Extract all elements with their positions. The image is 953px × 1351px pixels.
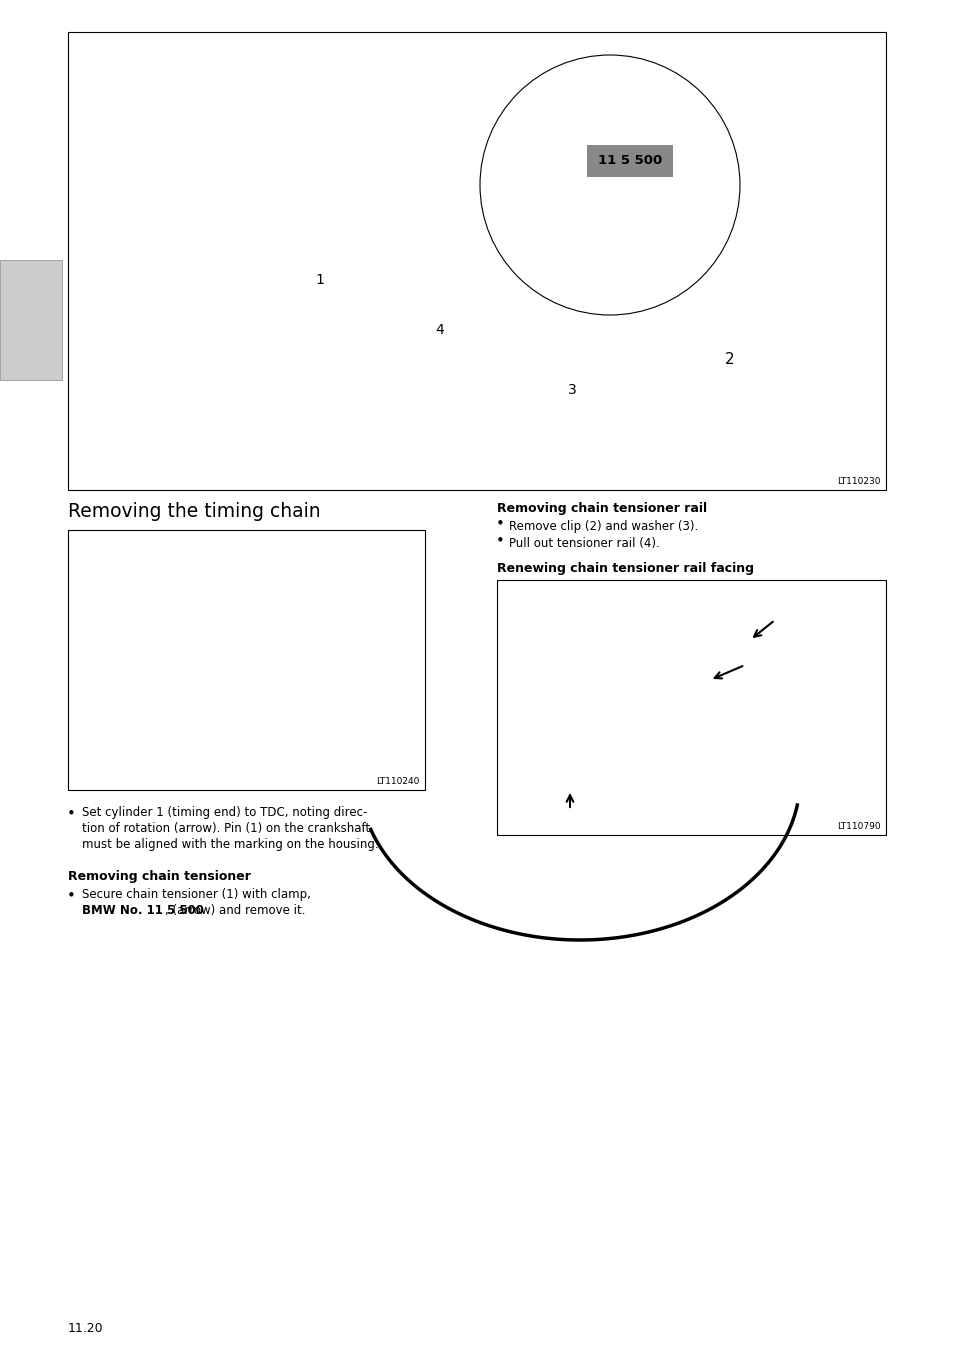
Text: Renewing chain tensioner rail facing: Renewing chain tensioner rail facing — [497, 562, 753, 576]
Text: 11 5 500: 11 5 500 — [598, 154, 661, 168]
Text: 11.20: 11.20 — [68, 1323, 104, 1335]
Text: LT110790: LT110790 — [837, 821, 880, 831]
Bar — [0, 259, 62, 380]
Bar — [68, 32, 885, 1320]
Text: Remove clip (2) and washer (3).: Remove clip (2) and washer (3). — [509, 520, 698, 534]
Text: , (arrow) and remove it.: , (arrow) and remove it. — [165, 904, 305, 917]
Text: ●: ● — [497, 536, 502, 542]
Text: 3: 3 — [567, 382, 576, 397]
Text: tion of rotation (arrow). Pin (1) on the crankshaft: tion of rotation (arrow). Pin (1) on the… — [82, 821, 370, 835]
Bar — [68, 530, 424, 790]
Text: Removing chain tensioner rail: Removing chain tensioner rail — [497, 503, 706, 515]
Bar — [497, 580, 885, 835]
Text: Secure chain tensioner (1) with clamp,: Secure chain tensioner (1) with clamp, — [82, 888, 311, 901]
Text: Removing the timing chain: Removing the timing chain — [68, 503, 320, 521]
Text: BMW No. 11 5 500: BMW No. 11 5 500 — [82, 904, 204, 917]
Text: Pull out tensioner rail (4).: Pull out tensioner rail (4). — [509, 536, 659, 550]
Bar — [68, 32, 885, 490]
Text: LT110240: LT110240 — [376, 777, 419, 786]
Text: ●: ● — [497, 520, 502, 524]
Text: must be aligned with the marking on the housing.: must be aligned with the marking on the … — [82, 838, 378, 851]
Text: ●: ● — [69, 892, 73, 897]
Text: LT110230: LT110230 — [837, 477, 880, 486]
Text: Set cylinder 1 (timing end) to TDC, noting direc-: Set cylinder 1 (timing end) to TDC, noti… — [82, 807, 367, 819]
Text: 2: 2 — [724, 353, 734, 367]
Text: 1: 1 — [315, 273, 324, 286]
Text: Removing chain tensioner: Removing chain tensioner — [68, 870, 251, 884]
Text: ●: ● — [69, 809, 73, 815]
FancyBboxPatch shape — [586, 145, 672, 177]
Text: 4: 4 — [436, 323, 444, 336]
